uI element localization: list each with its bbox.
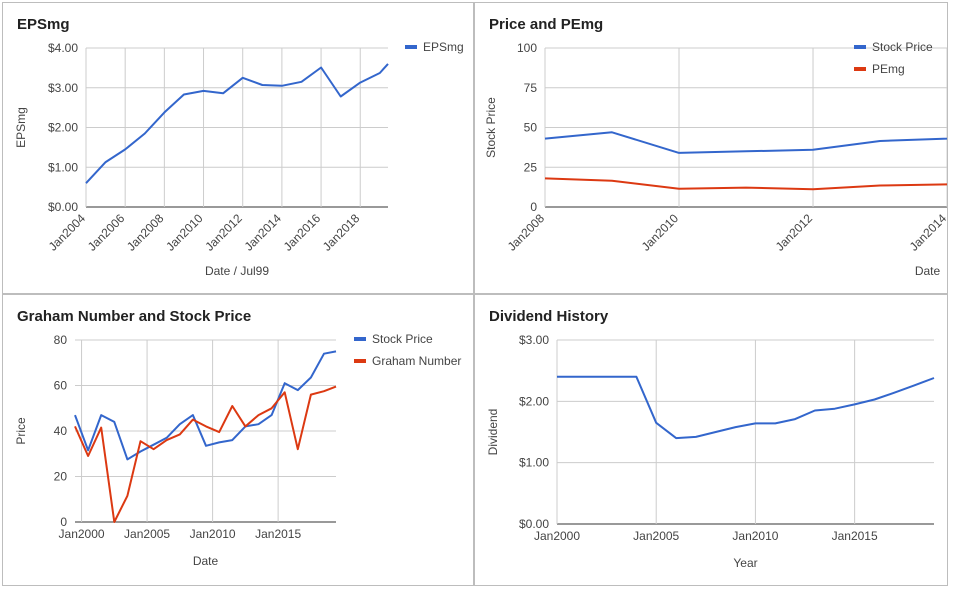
eps-x-tick-label: Jan2004 — [46, 211, 89, 254]
dividend-x-tick-label: Jan2000 — [534, 529, 580, 543]
eps-legend-label-epsmg: EPSmg — [423, 40, 464, 54]
price-pe-pemg-line — [544, 177, 947, 191]
graham-graham-number-line — [74, 385, 337, 523]
eps-x-tick-label: Jan2018 — [320, 211, 363, 254]
graham-legend-swatch-graham-number — [354, 359, 366, 363]
dividend-x-tick-label: Jan2015 — [832, 529, 878, 543]
dividend-x-tick-label: Jan2010 — [732, 529, 778, 543]
eps-x-tick-label: Jan2016 — [281, 211, 324, 254]
eps-y-tick-label: $0.00 — [48, 200, 78, 214]
eps-legend-swatch-epsmg — [405, 45, 417, 49]
price-pe-y-tick-label: 25 — [524, 160, 538, 174]
graham-y-tick-label: 40 — [54, 424, 68, 438]
graham-chart: 0 20 40 60 80 Jan2000 Jan2005 Jan2010 Jan2015 Dat… — [14, 332, 461, 568]
eps-x-tick-label: Jan2006 — [85, 211, 128, 254]
eps-y-tick-label: $4.00 — [48, 41, 78, 55]
graham-y-axis-title: Price — [14, 417, 28, 445]
price-pe-chart-panel: Price and PEmg 0 25 50 75 100 Jan2008 Jan2010 J… — [474, 2, 948, 294]
graham-x-tick-label: Jan2005 — [124, 527, 170, 541]
graham-y-tick-label: 80 — [54, 333, 68, 347]
eps-chart-panel: EPSmg $0.00 $1.00 $2.00 $3.00 $4.00 Jan2004 Ja… — [2, 2, 474, 294]
graham-chart-panel: Graham Number and Stock Price 0 20 40 60 80 J… — [2, 294, 474, 586]
graham-x-tick-label: Jan2000 — [59, 527, 105, 541]
price-pe-x-tick-label: Jan2014 — [907, 211, 947, 254]
price-pe-legend-swatch-stock-price — [854, 45, 866, 49]
dividend-chart: $0.00 $1.00 $2.00 $3.00 Jan2000 Jan2005 Jan201… — [486, 333, 935, 570]
graham-y-tick-label: 60 — [54, 379, 68, 393]
eps-y-tick-label: $1.00 — [48, 160, 78, 174]
eps-x-tick-label: Jan2012 — [202, 211, 245, 254]
dividend-y-tick-label: $2.00 — [519, 394, 549, 408]
eps-y-tick-label: $2.00 — [48, 121, 78, 135]
price-pe-legend-swatch-pemg — [854, 67, 866, 71]
dividend-x-tick-label: Jan2005 — [633, 529, 679, 543]
eps-y-axis-title: EPSmg — [14, 107, 28, 148]
dividend-y-axis-title: Dividend — [486, 409, 500, 456]
eps-x-tick-label: Jan2008 — [124, 211, 167, 254]
graham-y-tick-label: 0 — [60, 515, 67, 529]
price-pe-legend-label-stock-price: Stock Price — [872, 40, 933, 54]
graham-chart-title: Graham Number and Stock Price — [17, 308, 252, 325]
dividend-chart-panel: Dividend History $0.00 $1.00 $2.00 $3.00 Jan… — [474, 294, 948, 586]
price-pe-x-tick-label: Jan2010 — [639, 211, 682, 254]
dividend-y-tick-label: $0.00 — [519, 517, 549, 531]
graham-stock-price-line — [74, 350, 337, 461]
price-pe-chart-title: Price and PEmg — [489, 16, 604, 33]
price-pe-stock-price-line — [544, 131, 947, 154]
price-pe-chart: 0255075100Jan2008Jan2010Jan2012Jan2014Ja… — [484, 40, 947, 278]
price-pe-y-tick-label: 100 — [517, 41, 537, 55]
graham-legend-label-stock-price: Stock Price — [372, 332, 433, 346]
price-pe-y-tick-label: 50 — [524, 121, 538, 135]
price-pe-x-tick-label: Jan2008 — [505, 211, 548, 254]
dividend-y-tick-label: $1.00 — [519, 456, 549, 470]
eps-y-tick-label: $3.00 — [48, 81, 78, 95]
graham-legend-swatch-stock-price — [354, 337, 366, 341]
price-pe-y-tick-label: 75 — [524, 81, 538, 95]
graham-y-tick-label: 20 — [54, 470, 68, 484]
price-pe-y-axis-title: Stock Price — [484, 97, 498, 158]
graham-x-tick-label: Jan2010 — [190, 527, 236, 541]
price-pe-x-axis-title: Date — [915, 264, 941, 278]
dividend-series-line — [557, 375, 935, 440]
price-pe-x-tick-label: Jan2012 — [773, 211, 816, 254]
graham-x-axis-title: Date — [193, 554, 219, 568]
eps-x-axis-title: Date / Jul99 — [205, 264, 269, 278]
eps-chart-title: EPSmg — [17, 16, 70, 33]
eps-chart: $0.00$1.00$2.00$3.00$4.00Jan2004Jan2006J… — [14, 40, 464, 278]
dividend-y-tick-label: $3.00 — [519, 333, 549, 347]
eps-x-tick-label: Jan2010 — [163, 211, 206, 254]
graham-x-tick-label: Jan2015 — [255, 527, 301, 541]
graham-legend-label-graham-number: Graham Number — [372, 354, 461, 368]
price-pe-y-tick-label: 0 — [530, 200, 537, 214]
eps-epsmg-line — [85, 63, 389, 184]
eps-x-tick-label: Jan2014 — [242, 211, 285, 254]
dividend-chart-title: Dividend History — [489, 308, 609, 325]
dividend-x-axis-title: Year — [733, 556, 757, 570]
price-pe-legend-label-pemg: PEmg — [872, 62, 905, 76]
